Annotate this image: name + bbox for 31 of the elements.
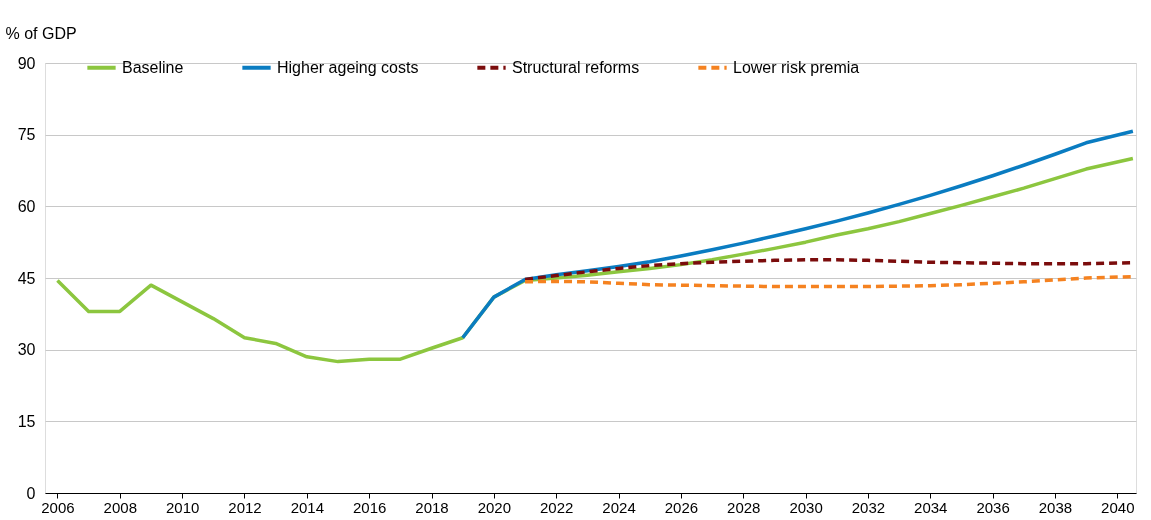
y-axis-title: % of GDP (5, 24, 77, 42)
y-tick-label: 75 (17, 126, 36, 144)
x-tick-label: 2006 (41, 498, 75, 516)
x-tick-label: 2014 (290, 498, 325, 516)
x-tick-label: 2030 (789, 498, 823, 516)
legend-label: Structural reforms (512, 58, 640, 76)
x-tick-label: 2036 (976, 498, 1010, 516)
x-tick-label: 2028 (727, 498, 761, 516)
x-tick-label: 2012 (228, 498, 262, 516)
x-tick-label: 2032 (851, 498, 886, 516)
x-tick-label: 2038 (1038, 498, 1073, 516)
y-tick-label: 45 (17, 269, 36, 287)
x-tick-label: 2040 (1101, 498, 1135, 516)
y-tick-label: 15 (17, 412, 36, 430)
x-tick-label: 2026 (664, 498, 699, 516)
x-tick-label: 2022 (540, 498, 574, 516)
legend-label: Higher ageing costs (277, 58, 419, 76)
x-tick-label: 2024 (602, 498, 636, 516)
x-tick-label: 2018 (415, 498, 449, 516)
x-tick-label: 2034 (914, 498, 948, 516)
x-tick-label: 2010 (165, 498, 200, 516)
line-series (460, 129, 1135, 340)
legend-label: Lower risk premia (733, 58, 860, 76)
x-tick-label: 2008 (103, 498, 137, 516)
y-tick-label: 30 (17, 341, 36, 359)
legend-label: Baseline (122, 58, 184, 76)
y-tick-label: 90 (17, 54, 36, 72)
y-tick-label: 0 (26, 484, 36, 502)
x-tick-label: 2016 (353, 498, 387, 516)
x-tick-label: 2020 (477, 498, 512, 516)
y-tick-label: 60 (17, 197, 36, 215)
